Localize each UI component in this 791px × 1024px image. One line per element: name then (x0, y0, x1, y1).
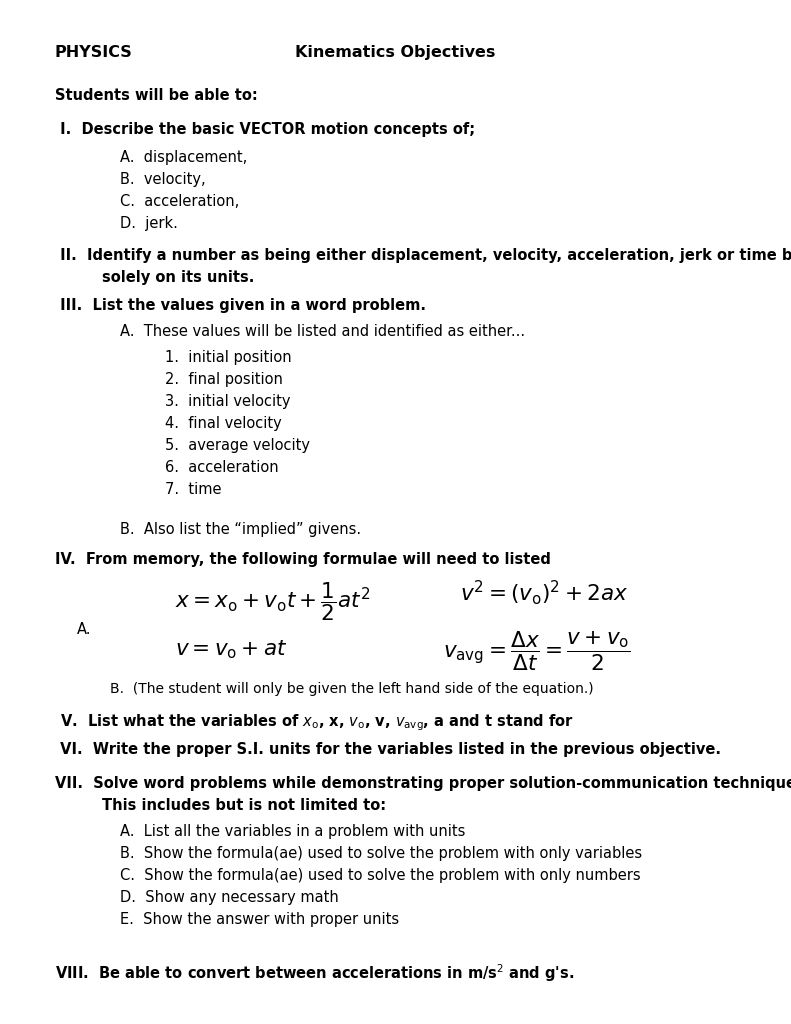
Text: C.  Show the formula(ae) used to solve the problem with only numbers: C. Show the formula(ae) used to solve th… (120, 868, 641, 883)
Text: 7.  time: 7. time (165, 482, 221, 497)
Text: VI.  Write the proper S.I. units for the variables listed in the previous object: VI. Write the proper S.I. units for the … (55, 742, 721, 757)
Text: B.  Also list the “implied” givens.: B. Also list the “implied” givens. (120, 522, 361, 537)
Text: 1.  initial position: 1. initial position (165, 350, 292, 365)
Text: C.  acceleration,: C. acceleration, (120, 194, 239, 209)
Text: 4.  final velocity: 4. final velocity (165, 416, 282, 431)
Text: A.  List all the variables in a problem with units: A. List all the variables in a problem w… (120, 824, 465, 839)
Text: Kinematics Objectives: Kinematics Objectives (295, 45, 495, 60)
Text: 6.  acceleration: 6. acceleration (165, 460, 278, 475)
Text: B.  (The student will only be given the left hand side of the equation.): B. (The student will only be given the l… (110, 682, 593, 696)
Text: $v = v_{\rm o} + at$: $v = v_{\rm o} + at$ (175, 638, 287, 660)
Text: VIII.  Be able to convert between accelerations in m/s$^2$ and g's.: VIII. Be able to convert between acceler… (55, 962, 574, 984)
Text: A.  These values will be listed and identified as either...: A. These values will be listed and ident… (120, 324, 525, 339)
Text: VII.  Solve word problems while demonstrating proper solution-communication tech: VII. Solve word problems while demonstra… (55, 776, 791, 791)
Text: 2.  final position: 2. final position (165, 372, 283, 387)
Text: $v_{\rm avg} = \dfrac{\Delta x}{\Delta t} = \dfrac{v + v_{\rm o}}{2}$: $v_{\rm avg} = \dfrac{\Delta x}{\Delta t… (443, 630, 630, 674)
Text: $v^2 = (v_{\rm o})^2 + 2ax$: $v^2 = (v_{\rm o})^2 + 2ax$ (460, 578, 628, 607)
Text: B.  velocity,: B. velocity, (120, 172, 206, 187)
Text: III.  List the values given in a word problem.: III. List the values given in a word pro… (55, 298, 426, 313)
Text: I.  Describe the basic VECTOR motion concepts of;: I. Describe the basic VECTOR motion conc… (55, 122, 475, 137)
Text: 5.  average velocity: 5. average velocity (165, 438, 310, 453)
Text: $x = x_{\rm o} + v_{\rm o}t + \dfrac{1}{2}at^2$: $x = x_{\rm o} + v_{\rm o}t + \dfrac{1}{… (175, 580, 370, 623)
Text: 3.  initial velocity: 3. initial velocity (165, 394, 290, 409)
Text: PHYSICS: PHYSICS (55, 45, 133, 60)
Text: solely on its units.: solely on its units. (102, 270, 255, 285)
Text: V.  List what the variables of $x_{\rm o}$, x, $v_{\rm o}$, v, $v_{\rm avg}$, a : V. List what the variables of $x_{\rm o}… (55, 712, 573, 732)
Text: A.  displacement,: A. displacement, (120, 150, 248, 165)
Text: D.  jerk.: D. jerk. (120, 216, 178, 231)
Text: A.: A. (77, 622, 92, 637)
Text: IV.  From memory, the following formulae will need to listed: IV. From memory, the following formulae … (55, 552, 551, 567)
Text: Students will be able to:: Students will be able to: (55, 88, 258, 103)
Text: B.  Show the formula(ae) used to solve the problem with only variables: B. Show the formula(ae) used to solve th… (120, 846, 642, 861)
Text: This includes but is not limited to:: This includes but is not limited to: (102, 798, 386, 813)
Text: II.  Identify a number as being either displacement, velocity, acceleration, jer: II. Identify a number as being either di… (55, 248, 791, 263)
Text: E.  Show the answer with proper units: E. Show the answer with proper units (120, 912, 399, 927)
Text: D.  Show any necessary math: D. Show any necessary math (120, 890, 339, 905)
